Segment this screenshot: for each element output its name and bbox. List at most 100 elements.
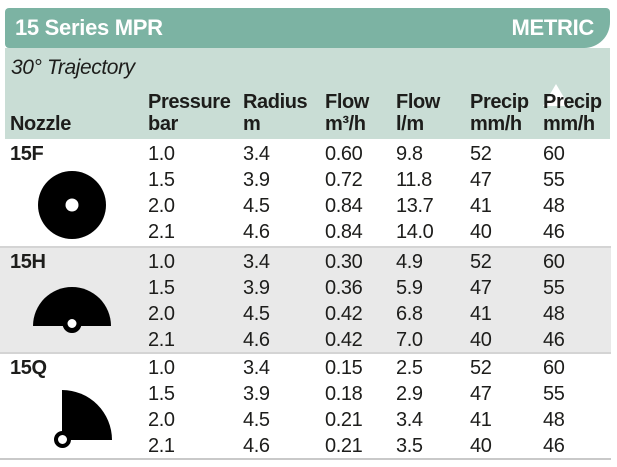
- table-row: 2.0 4.5 0.84 13.7 41 48: [10, 193, 611, 219]
- column-label-bottom: mm/h: [543, 113, 595, 135]
- table-cell: 4.5: [243, 408, 270, 431]
- table-cell: 7.0: [396, 329, 423, 352]
- table-cell: 1.5: [148, 276, 175, 299]
- table-cell: 4.9: [396, 250, 423, 273]
- table-cell: 55: [543, 168, 565, 191]
- table-cell: 41: [470, 302, 492, 325]
- column-header-flow-m3h: Flow m³/h: [325, 91, 396, 135]
- table-cell: 2.0: [148, 408, 175, 431]
- table-cell: 1.0: [148, 250, 175, 273]
- table-cell: 0.30: [325, 250, 363, 273]
- column-label-bottom: mm/h: [470, 113, 522, 135]
- trajectory-label: 30° Trajectory: [11, 56, 135, 79]
- table-cell: 52: [470, 250, 492, 273]
- table-cell: 3.4: [243, 250, 270, 273]
- table-row: 1.0 3.4 0.30 4.9 52 60: [10, 249, 611, 275]
- table-cell: 52: [470, 356, 492, 379]
- nozzle-group-15q: 15Q 1.0 3.4 0.15 2.5 52 60 1.5 3.9 0.18 2.9 47 55 2.…: [0, 352, 611, 458]
- group-rows: 1.0 3.4 0.15 2.5 52 60 1.5 3.9 0.18 2.9 47 55 2.0 4.5…: [0, 354, 611, 460]
- metric-badge: METRIC: [511, 15, 594, 40]
- table-cell: 3.4: [396, 408, 423, 431]
- table-row: 2.1 4.6 0.21 3.5 40 46: [10, 434, 611, 460]
- table-cell: 0.36: [325, 276, 363, 299]
- table-cell: 13.7: [396, 194, 434, 217]
- table-cell: 2.1: [148, 329, 175, 352]
- table-cell: 60: [543, 142, 565, 165]
- table-cell: 1.5: [148, 168, 175, 191]
- table-cell: 47: [470, 168, 492, 191]
- table-cell: 4.6: [243, 329, 270, 352]
- table-cell: 3.4: [243, 356, 270, 379]
- nozzle-label: 15Q: [10, 357, 47, 379]
- column-label-top: Precip: [470, 91, 529, 113]
- group-rows: 1.0 3.4 0.30 4.9 52 60 1.5 3.9 0.36 5.9 47 55 2.0 4.5…: [0, 248, 611, 354]
- table-header-band: 30° Trajectory Nozzle Pressure bar Radiu…: [5, 48, 610, 139]
- column-header-flow-lm: Flow l/m: [396, 91, 470, 135]
- table-cell: 48: [543, 302, 565, 325]
- column-label-top: Flow: [325, 91, 369, 113]
- table-cell: 2.0: [148, 302, 175, 325]
- page-title: 15 Series MPR: [15, 15, 163, 40]
- table-cell: 3.9: [243, 168, 270, 191]
- table-cell: 0.84: [325, 221, 363, 244]
- table-cell: 1.0: [148, 356, 175, 379]
- column-header-radius: Radius m: [243, 91, 325, 135]
- table-cell: 4.6: [243, 221, 270, 244]
- column-header-nozzle: Nozzle: [10, 113, 148, 135]
- table-cell: 6.8: [396, 302, 423, 325]
- nozzle-group-15h: 15H 1.0 3.4 0.30 4.9 52 60 1.5 3.9 0.36 5.9 47 55 2.…: [0, 246, 611, 352]
- table-cell: 47: [470, 276, 492, 299]
- table-cell: 0.72: [325, 168, 363, 191]
- table-cell: 3.4: [243, 142, 270, 165]
- table-cell: 4.6: [243, 435, 270, 458]
- table-cell: 2.0: [148, 194, 175, 217]
- column-label-bottom: Nozzle: [10, 113, 71, 135]
- table-cell: 41: [470, 194, 492, 217]
- column-label-bottom: l/m: [396, 113, 424, 135]
- table-cell: 0.21: [325, 435, 363, 458]
- table-cell: 2.1: [148, 221, 175, 244]
- table-cell: 46: [543, 435, 565, 458]
- column-label-bottom: bar: [148, 113, 178, 135]
- column-label-top: Flow: [396, 91, 440, 113]
- full-circle-icon: [38, 171, 106, 239]
- table-cell: 4.5: [243, 194, 270, 217]
- column-label-top: Pressure: [148, 91, 231, 113]
- column-label-top: Precip: [543, 91, 602, 113]
- table-cell: 3.5: [396, 435, 423, 458]
- table-row: 2.1 4.6 0.42 7.0 40 46: [10, 328, 611, 354]
- table-cell: 55: [543, 276, 565, 299]
- table-cell: 4.5: [243, 302, 270, 325]
- table-row: 2.0 4.5 0.42 6.8 41 48: [10, 301, 611, 327]
- table-cell: 0.60: [325, 142, 363, 165]
- column-label-top: Radius: [243, 91, 308, 113]
- square-icon: [470, 62, 543, 84]
- table-row: 1.0 3.4 0.60 9.8 52 60: [10, 141, 611, 167]
- nozzle-label: 15F: [10, 143, 44, 165]
- table-cell: 5.9: [396, 276, 423, 299]
- table-cell: 0.21: [325, 408, 363, 431]
- table-cell: 11.8: [396, 168, 432, 191]
- table-cell: 48: [543, 408, 565, 431]
- table-cell: 0.18: [325, 382, 363, 405]
- table-row: 1.5 3.9 0.72 11.8 47 55: [10, 167, 611, 193]
- column-header-precip-square: Precip mm/h: [470, 62, 543, 135]
- table-cell: 60: [543, 250, 565, 273]
- column-label-bottom: m: [243, 113, 261, 135]
- column-headers: Nozzle Pressure bar Radius m Flow m³/h F…: [5, 48, 610, 139]
- column-header-precip-triangle: Precip mm/h: [543, 62, 610, 135]
- column-header-pressure: Pressure bar: [148, 91, 243, 135]
- table-row: 2.0 4.5 0.21 3.4 41 48: [10, 407, 611, 433]
- group-rows: 1.0 3.4 0.60 9.8 52 60 1.5 3.9 0.72 11.8 47 55 2.0 4.…: [0, 140, 611, 246]
- table-cell: 60: [543, 356, 565, 379]
- table-cell: 9.8: [396, 142, 423, 165]
- table-cell: 0.42: [325, 329, 363, 352]
- table-cell: 3.9: [243, 382, 270, 405]
- table-row: 1.5 3.9 0.18 2.9 47 55: [10, 381, 611, 407]
- table-cell: 3.9: [243, 276, 270, 299]
- table-cell: 14.0: [396, 221, 434, 244]
- nozzle-group-15f: 15F 1.0 3.4 0.60 9.8 52 60 1.5 3.9 0.72 11.8 47 55 2…: [0, 140, 611, 246]
- nozzle-label: 15H: [10, 251, 46, 273]
- table-cell: 40: [470, 435, 492, 458]
